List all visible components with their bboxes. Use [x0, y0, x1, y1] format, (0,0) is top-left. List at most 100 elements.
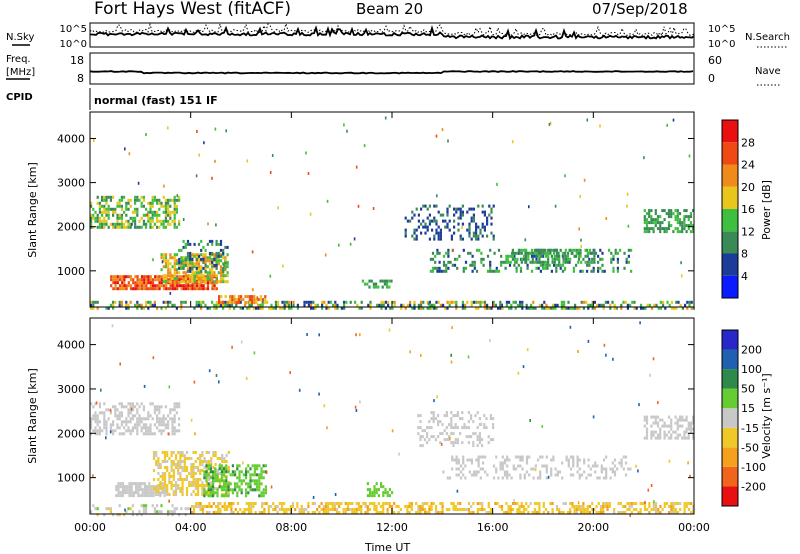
heatmap-cell — [550, 248, 553, 252]
heatmap-cell — [576, 470, 579, 474]
heatmap-cell — [209, 281, 212, 285]
heatmap-cell — [147, 216, 150, 220]
heatmap-cell — [534, 306, 537, 310]
heatmap-cell — [258, 464, 261, 468]
power-colorbar-label: Power [dB] — [760, 180, 773, 240]
heatmap-cell — [586, 508, 589, 511]
heatmap-cell — [186, 265, 190, 269]
heatmap-cell — [204, 256, 207, 260]
heatmap-cell — [558, 254, 561, 258]
heatmap-cell — [519, 476, 522, 480]
heatmap-cell — [514, 257, 517, 261]
heatmap-cell — [567, 300, 570, 304]
heatmap-cell — [127, 306, 130, 310]
heatmap-cell — [180, 266, 183, 270]
heatmap-cell — [173, 429, 176, 433]
heatmap-cell — [314, 306, 317, 310]
heatmap-cell — [138, 287, 141, 291]
heatmap-cell — [138, 414, 141, 418]
heatmap-cell — [665, 227, 668, 231]
heatmap-cell — [454, 508, 457, 511]
heatmap-cell — [169, 287, 172, 291]
heatmap-cell — [599, 511, 603, 514]
heatmap-cell — [685, 427, 688, 431]
heatmap-cell — [129, 225, 132, 229]
heatmap-cell — [151, 213, 154, 217]
heatmap-cell — [200, 278, 203, 282]
heatmap-cell — [561, 476, 564, 480]
heatmap-cell — [665, 212, 668, 216]
heatmap-cell — [200, 306, 203, 310]
heatmap-cell — [190, 469, 193, 472]
heatmap-cell — [155, 451, 158, 454]
heatmap-cell — [260, 476, 263, 480]
heatmap-cell — [142, 432, 145, 436]
heatmap-cell — [118, 198, 121, 202]
heatmap-cell — [530, 303, 533, 307]
heatmap-cell — [253, 464, 256, 468]
heatmap-cell — [591, 300, 594, 304]
heatmap-cell — [203, 470, 206, 474]
heatmap-cell — [558, 508, 561, 511]
heatmap-cell — [231, 473, 234, 477]
heatmap-cell — [201, 508, 204, 511]
heatmap-cell — [191, 266, 194, 270]
heatmap-cell — [96, 414, 99, 418]
heatmap-cell — [184, 300, 187, 304]
heatmap-cell — [160, 278, 163, 282]
heatmap-cell — [217, 254, 220, 258]
heatmap-cell — [448, 476, 452, 480]
heatmap-cell — [298, 511, 301, 514]
heatmap-cell — [178, 402, 181, 406]
heatmap-cell — [643, 424, 646, 428]
heatmap-cell — [114, 414, 117, 418]
heatmap-cell — [134, 287, 137, 291]
heatmap-cell — [214, 479, 217, 483]
heatmap-cell — [681, 418, 684, 422]
heatmap-cell — [628, 505, 631, 508]
heatmap-cell — [368, 279, 371, 283]
heatmap-cell — [103, 207, 106, 211]
heatmap-cell — [103, 513, 106, 517]
heatmap-cell — [96, 513, 99, 517]
heatmap-cell — [386, 491, 389, 495]
heatmap-cell — [101, 195, 104, 199]
heatmap-cell — [554, 473, 557, 477]
heatmap-cell — [472, 300, 475, 304]
heatmap-cell — [164, 253, 168, 257]
heatmap-cell — [646, 508, 649, 511]
heatmap-cell — [428, 204, 431, 208]
heatmap-cell — [191, 271, 194, 275]
heatmap-cell — [597, 260, 600, 264]
heatmap-cell — [158, 281, 161, 285]
heatmap-cell — [121, 284, 124, 288]
heatmap-cell — [467, 435, 470, 439]
heatmap-cell — [657, 306, 660, 310]
heatmap-cell — [140, 281, 144, 285]
heatmap-cell — [520, 511, 523, 514]
heatmap-cell — [206, 265, 209, 269]
heatmap-cell — [174, 454, 178, 457]
heatmap-cell — [156, 408, 159, 412]
heatmap-cell — [307, 303, 310, 307]
heatmap-cell — [430, 435, 433, 439]
heatmap-cell — [186, 251, 190, 255]
heatmap-cell — [119, 485, 122, 489]
heatmap-cell — [417, 432, 420, 436]
heatmap-cell — [123, 222, 126, 226]
heatmap-cell — [168, 472, 171, 475]
heatmap-cell — [237, 301, 240, 305]
heatmap-cell — [657, 508, 660, 511]
heatmap-cell — [426, 300, 429, 304]
heatmap-cell — [601, 263, 604, 267]
heatmap-cell — [640, 303, 643, 307]
heatmap-cell — [131, 510, 134, 514]
heatmap-cell — [555, 254, 559, 258]
heatmap-cell — [203, 505, 207, 508]
heatmap-cell — [285, 511, 288, 514]
heatmap-cell — [268, 306, 271, 310]
heatmap-cell — [207, 494, 210, 498]
heatmap-cell — [140, 402, 143, 406]
heatmap-cell — [635, 502, 638, 505]
heatmap-cell — [145, 429, 148, 433]
